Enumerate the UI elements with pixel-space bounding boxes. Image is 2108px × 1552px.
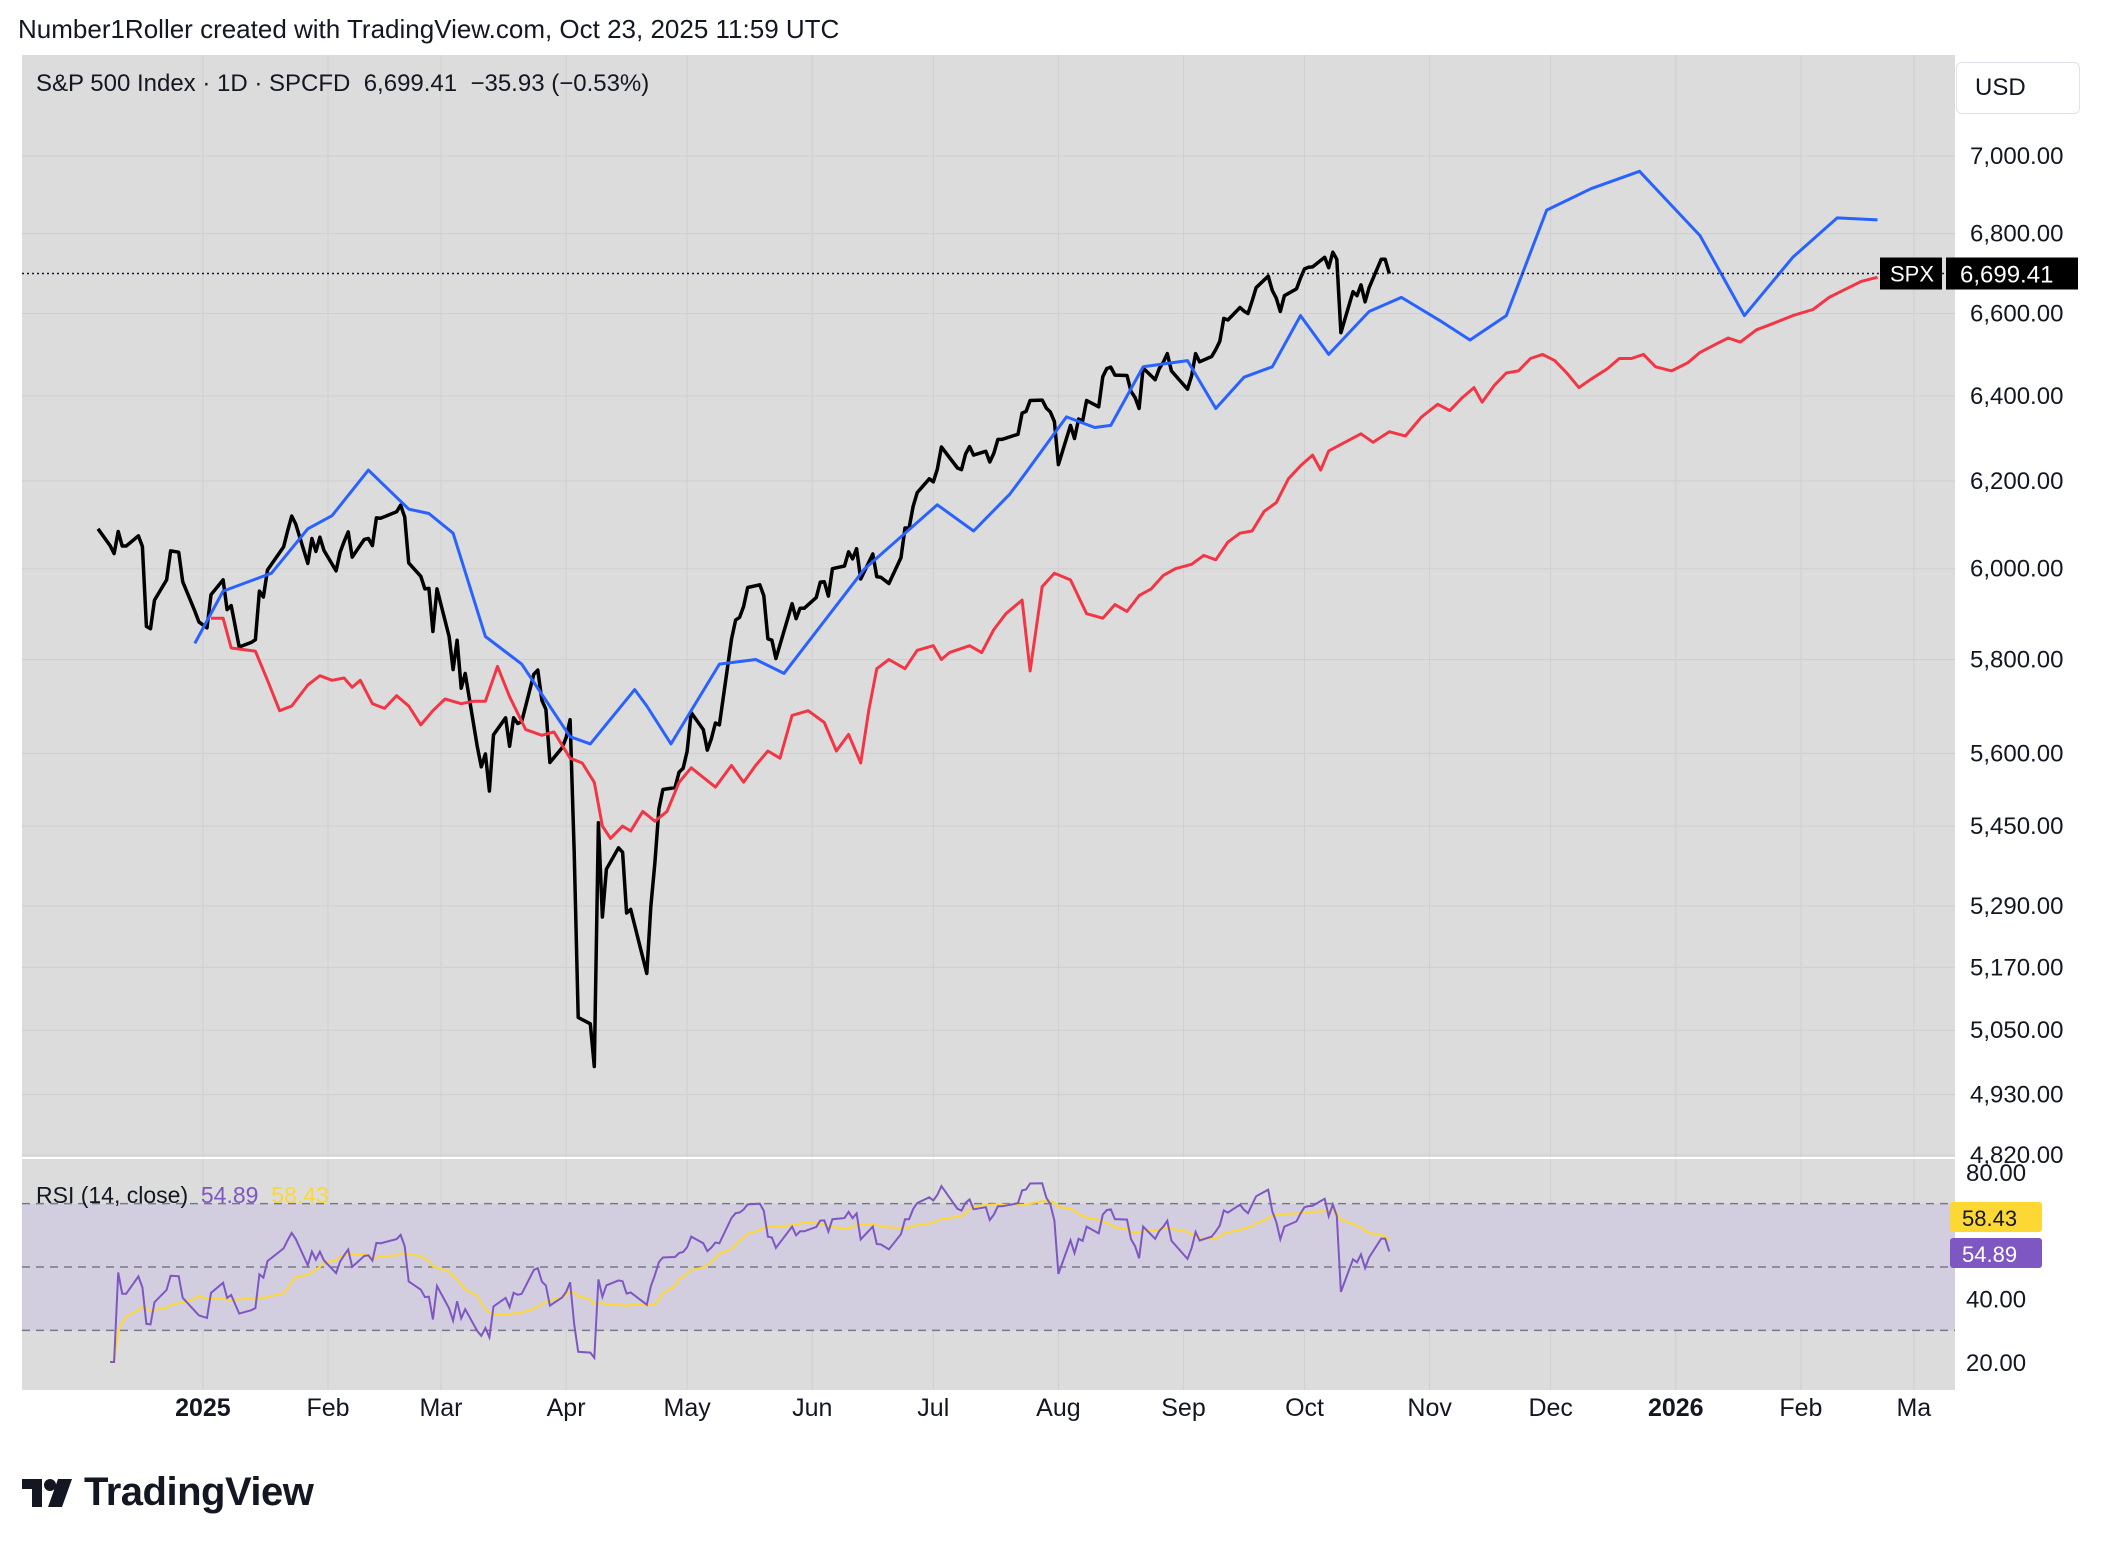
x-tick-label: Mar bbox=[419, 1394, 462, 1422]
rsi-legend[interactable]: RSI (14, close) 54.89 58.43 bbox=[36, 1182, 329, 1209]
x-tick-label: May bbox=[664, 1394, 712, 1422]
y-tick-label: 6,400.00 bbox=[1970, 383, 2063, 410]
series-line-SPX bbox=[96, 250, 1391, 1069]
price-tag-value: 6,699.41 bbox=[1960, 262, 2053, 289]
x-tick-label: Apr bbox=[547, 1394, 586, 1422]
x-tick-label: Feb bbox=[1779, 1394, 1822, 1422]
rsi-tick-label: 20.00 bbox=[1966, 1350, 2026, 1377]
time-scale-bg bbox=[22, 1390, 2093, 1432]
x-tick-label: Jul bbox=[917, 1394, 949, 1422]
grid-lines bbox=[22, 55, 2093, 1390]
x-tick-label: 2026 bbox=[1648, 1394, 1704, 1422]
y-tick-label: 5,450.00 bbox=[1970, 813, 2063, 840]
tradingview-logo[interactable]: TradingView bbox=[22, 1470, 314, 1515]
rsi-ma-tag: 58.43 bbox=[1962, 1206, 2017, 1231]
y-tick-label: 5,600.00 bbox=[1970, 740, 2063, 767]
price-tag: SPX 6,699.41 bbox=[1880, 257, 2078, 290]
rsi-tick-label: 80.00 bbox=[1966, 1160, 2026, 1187]
price-scale-bg bbox=[1955, 55, 2093, 1390]
time-axis[interactable]: 2025 Feb Mar Apr May Jun Jul Aug Sep Oct Nov Dec 202… bbox=[175, 1394, 1931, 1422]
rsi-ma-value: 58.43 bbox=[271, 1182, 329, 1208]
rsi-label: RSI (14, close) bbox=[36, 1182, 189, 1208]
y-tick-label: 4,930.00 bbox=[1970, 1082, 2063, 1109]
tradingview-logo-icon bbox=[22, 1478, 72, 1507]
y-tick-label: 5,050.00 bbox=[1970, 1017, 2063, 1044]
x-tick-label: Feb bbox=[306, 1394, 349, 1422]
y-tick-label: 4,820.00 bbox=[1970, 1142, 2063, 1169]
x-tick-label: Nov bbox=[1407, 1394, 1452, 1422]
rsi-line bbox=[110, 1182, 1391, 1363]
currency-button[interactable]: USD bbox=[1956, 62, 2080, 114]
x-tick-label: Sep bbox=[1161, 1394, 1205, 1422]
main-pane-bg bbox=[22, 55, 1955, 1158]
series-line-f23645 bbox=[211, 275, 1878, 840]
tradingview-logo-text: TradingView bbox=[84, 1470, 314, 1514]
x-tick-label: Dec bbox=[1528, 1394, 1572, 1422]
x-tick-label: Ma bbox=[1896, 1394, 1931, 1422]
legend-change: −35.93 (−0.53%) bbox=[470, 70, 650, 97]
y-tick-label: 5,290.00 bbox=[1970, 893, 2063, 920]
y-tick-label: 7,000.00 bbox=[1970, 143, 2063, 170]
price-tag-symbol: SPX bbox=[1890, 262, 1934, 287]
rsi-value-tag: 54.89 bbox=[1962, 1242, 2017, 1267]
header-credit: Number1Roller created with TradingView.c… bbox=[18, 14, 840, 44]
rsi-value: 54.89 bbox=[200, 1182, 259, 1208]
series-lines bbox=[96, 169, 1878, 1069]
y-tick-label: 5,170.00 bbox=[1970, 954, 2063, 981]
x-tick-label: 2025 bbox=[175, 1394, 231, 1422]
y-tick-label: 6,800.00 bbox=[1970, 221, 2063, 248]
rsi-indicator: 80.00 40.00 20.00 bbox=[22, 1160, 2026, 1377]
symbol-legend[interactable]: S&P 500 Index · 1D · SPCFD 6,699.41 −35.… bbox=[36, 70, 649, 98]
y-tick-label: 6,200.00 bbox=[1970, 468, 2063, 495]
legend-symbol: S&P 500 Index · 1D · SPCFD bbox=[36, 70, 351, 97]
y-tick-label: 6,000.00 bbox=[1970, 556, 2063, 583]
rsi-value-tags: 58.43 54.89 bbox=[1950, 1202, 2042, 1268]
rsi-tick-label: 40.00 bbox=[1966, 1287, 2026, 1314]
legend-price: 6,699.41 bbox=[363, 70, 458, 97]
y-tick-label: 5,800.00 bbox=[1970, 646, 2063, 673]
price-axis[interactable]: 7,000.00 6,800.00 6,600.00 6,400.00 6,200.00… bbox=[1970, 143, 2063, 1169]
y-tick-label: 6,600.00 bbox=[1970, 301, 2063, 328]
rsi-ma-line bbox=[110, 1200, 1390, 1363]
x-tick-label: Jun bbox=[792, 1394, 832, 1422]
x-tick-label: Aug bbox=[1036, 1394, 1080, 1422]
x-tick-label: Oct bbox=[1285, 1394, 1324, 1422]
series-line-2962ff bbox=[193, 169, 1878, 746]
